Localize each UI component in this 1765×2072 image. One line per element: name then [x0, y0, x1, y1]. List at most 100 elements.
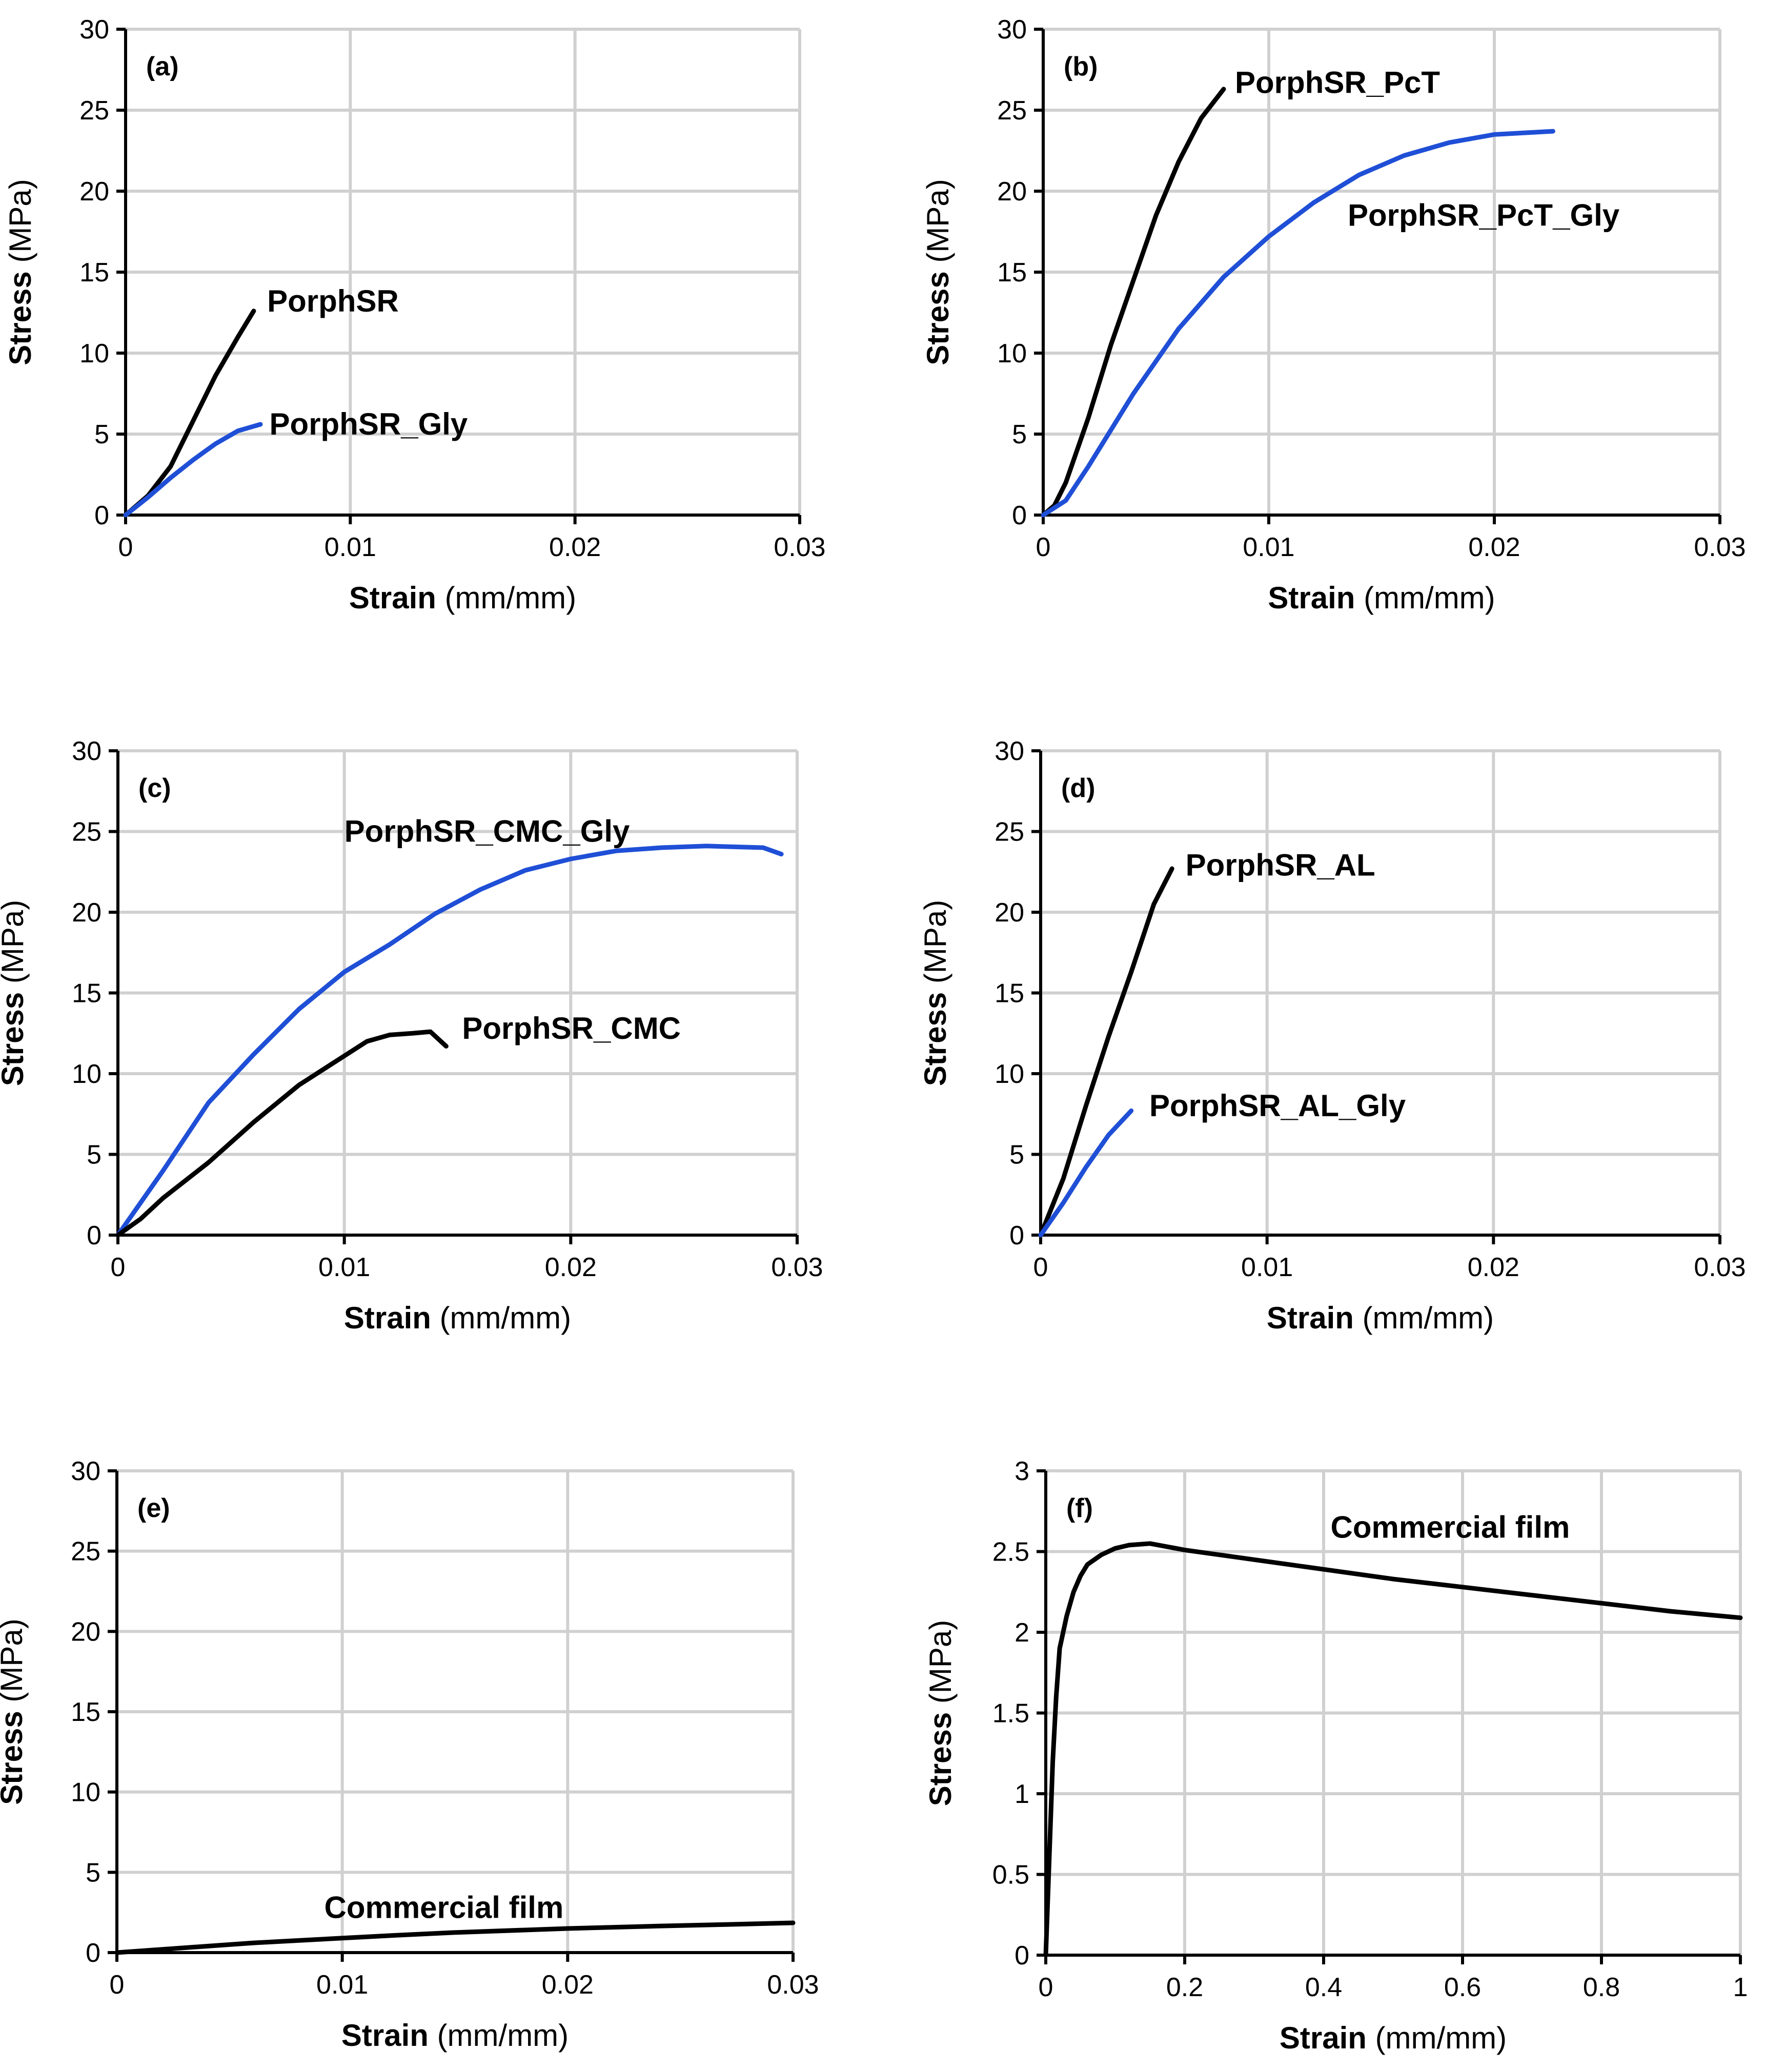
- series-label: PorphSR_CMC_Gly: [344, 814, 630, 849]
- series-line-porphsr-cmc-gly: [115, 844, 784, 1238]
- x-tick-label: 0.6: [1444, 1973, 1481, 2002]
- series-line-commercial-film: [1043, 1541, 1743, 1958]
- chart-panel-1: 0 5 10 15 20 25 30 0 0.01 0.02 0.03 Strain (mm/mm) S…: [3, 15, 826, 615]
- y-tick-label: 10: [72, 1059, 102, 1089]
- y-tick-label: 0: [1015, 1941, 1029, 1971]
- y-tick-label: 0: [1009, 1221, 1024, 1250]
- panel-label: (a): [146, 52, 179, 81]
- series-line-porphsr-cmc: [115, 1029, 449, 1238]
- y-tick-label: 20: [72, 898, 102, 928]
- y-tick-label: 30: [79, 15, 109, 45]
- y-tick-label: 0.5: [992, 1860, 1029, 1890]
- series-line-porphsr-al-gly: [1038, 1108, 1134, 1238]
- series-label: PorphSR_Gly: [270, 407, 468, 441]
- series-line-porphsr-al: [1038, 866, 1174, 1238]
- series-label: PorphSR_AL: [1186, 848, 1375, 883]
- y-tick-label: 5: [1009, 1140, 1024, 1170]
- series-line-porphsr-gly: [123, 422, 263, 518]
- x-tick-label: 0: [1033, 1253, 1048, 1282]
- panel-label: (e): [137, 1493, 170, 1523]
- x-axis-title: Strain (mm/mm): [349, 581, 576, 615]
- x-tick-label: 0.03: [771, 1253, 823, 1282]
- chart-panel-2: 0 5 10 15 20 25 30 0 0.01 0.02 0.03 Strain (mm/mm) S…: [921, 15, 1746, 615]
- chart-panel-6: 0 0.5 1 1.5 2 2.5 3 0 0.2 0.4 0.6 0.8 1 Strain (mm/mm…: [923, 1456, 1748, 2055]
- y-tick-label: 5: [94, 420, 109, 449]
- y-tick-label: 15: [71, 1697, 100, 1727]
- y-tick-label: 15: [79, 258, 109, 288]
- series-label: PorphSR: [267, 284, 399, 318]
- x-tick-label: 0: [1036, 532, 1051, 562]
- y-tick-label: 10: [997, 339, 1027, 368]
- panel-label: (d): [1061, 773, 1095, 803]
- x-tick-label: 0.4: [1305, 1973, 1342, 2002]
- series-label: PorphSR_CMC: [462, 1011, 681, 1045]
- y-axis-title: Stress (MPa): [921, 179, 955, 365]
- x-tick-label: 0.01: [1243, 532, 1294, 562]
- x-tick-label: 0.03: [1694, 1253, 1746, 1282]
- x-tick-label: 0.01: [316, 1970, 368, 2000]
- x-tick-label: 0.03: [774, 532, 825, 562]
- x-tick-label: 0.8: [1583, 1973, 1620, 2002]
- x-axis-title: Strain (mm/mm): [344, 1301, 571, 1335]
- y-tick-label: 25: [79, 96, 109, 126]
- x-tick-label: 0.2: [1166, 1973, 1203, 2002]
- series-label: Commercial film: [324, 1890, 563, 1924]
- y-tick-label: 30: [995, 736, 1024, 766]
- chart-panel-3: 0 5 10 15 20 25 30 0 0.01 0.02 0.03 Strain (mm/mm) S…: [0, 736, 823, 1335]
- y-tick-label: 25: [71, 1537, 100, 1567]
- series-line-porphsr-pct: [1041, 87, 1226, 518]
- y-tick-label: 5: [1012, 420, 1027, 449]
- chart-panel-5: 0 5 10 15 20 25 30 0 0.01 0.02 0.03 Strain (mm/mm) S…: [0, 1456, 819, 2053]
- x-axis-title: Strain (mm/mm): [1268, 581, 1495, 615]
- y-tick-label: 10: [71, 1778, 100, 1808]
- x-tick-label: 0.02: [1468, 532, 1520, 562]
- x-tick-label: 0: [1039, 1973, 1053, 2002]
- y-tick-label: 2.5: [992, 1537, 1029, 1567]
- y-tick-label: 0: [86, 1938, 100, 1968]
- x-axis-title: Strain (mm/mm): [1280, 2021, 1507, 2055]
- panel-label: (f): [1066, 1493, 1093, 1523]
- y-tick-label: 20: [79, 177, 109, 207]
- series-line-porphsr: [123, 309, 256, 518]
- y-tick-label: 5: [87, 1140, 102, 1170]
- y-tick-label: 10: [995, 1059, 1024, 1089]
- y-tick-label: 30: [997, 15, 1027, 45]
- y-tick-label: 15: [72, 979, 102, 1009]
- y-tick-label: 0: [94, 501, 109, 530]
- series-label: PorphSR_PcT_Gly: [1348, 198, 1620, 232]
- y-tick-label: 20: [71, 1617, 100, 1647]
- y-tick-label: 25: [995, 817, 1024, 847]
- x-tick-label: 0: [110, 1970, 125, 2000]
- y-tick-label: 25: [72, 817, 102, 847]
- y-axis-title: Stress (MPa): [918, 900, 952, 1086]
- panel-label: (c): [138, 773, 171, 803]
- y-tick-label: 1.5: [992, 1699, 1029, 1729]
- x-tick-label: 1: [1733, 1973, 1748, 2002]
- y-tick-label: 3: [1015, 1456, 1029, 1486]
- y-tick-label: 0: [87, 1221, 102, 1250]
- x-tick-label: 0.02: [545, 1253, 597, 1282]
- y-tick-label: 25: [997, 96, 1027, 126]
- x-tick-label: 0.02: [1468, 1253, 1519, 1282]
- y-tick-label: 15: [995, 979, 1024, 1009]
- x-tick-label: 0.02: [542, 1970, 594, 2000]
- series-line-porphsr-pct-gly: [1041, 129, 1555, 518]
- x-tick-label: 0.01: [318, 1253, 370, 1282]
- y-tick-label: 0: [1012, 501, 1027, 530]
- series-line-commercial-film: [114, 1920, 796, 1955]
- series-label: PorphSR_AL_Gly: [1149, 1089, 1406, 1123]
- x-axis-title: Strain (mm/mm): [1267, 1301, 1494, 1335]
- y-axis-title: Stress (MPa): [923, 1620, 958, 1806]
- y-tick-label: 30: [71, 1456, 100, 1486]
- y-axis-title: Stress (MPa): [0, 1618, 29, 1804]
- y-axis-title: Stress (MPa): [3, 179, 37, 365]
- chart-panel-4: 0 5 10 15 20 25 30 0 0.01 0.02 0.03 Strain (mm/mm) S…: [918, 736, 1746, 1335]
- y-tick-label: 10: [79, 339, 109, 368]
- y-tick-label: 1: [1015, 1779, 1029, 1809]
- x-tick-label: 0.03: [767, 1970, 819, 2000]
- x-tick-label: 0.01: [1241, 1253, 1293, 1282]
- y-tick-label: 20: [995, 898, 1024, 928]
- x-tick-label: 0.02: [549, 532, 601, 562]
- x-tick-label: 0.01: [324, 532, 376, 562]
